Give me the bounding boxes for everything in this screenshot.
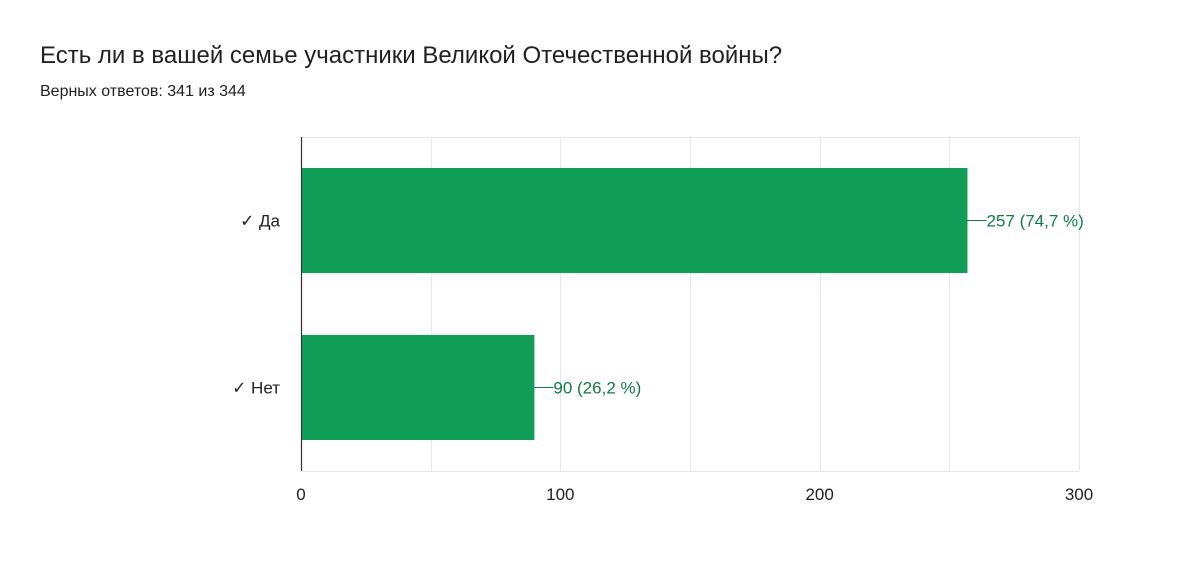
x-tick-label: 300	[1065, 485, 1093, 504]
bar-0	[301, 168, 968, 273]
data-label: 257 (74,7 %)	[986, 212, 1083, 231]
x-tick-label: 200	[805, 485, 833, 504]
category-label: ✓ Нет	[232, 379, 280, 398]
correct-answers-summary: Верных ответов: 341 из 344	[40, 83, 246, 100]
category-label: ✓ Да	[240, 212, 280, 231]
bar-1	[301, 335, 535, 440]
x-tick-label: 0	[296, 485, 305, 504]
x-tick-label: 100	[546, 485, 574, 504]
question-title: Есть ли в вашей семье участники Великой …	[40, 42, 783, 69]
data-label: 90 (26,2 %)	[553, 379, 641, 398]
